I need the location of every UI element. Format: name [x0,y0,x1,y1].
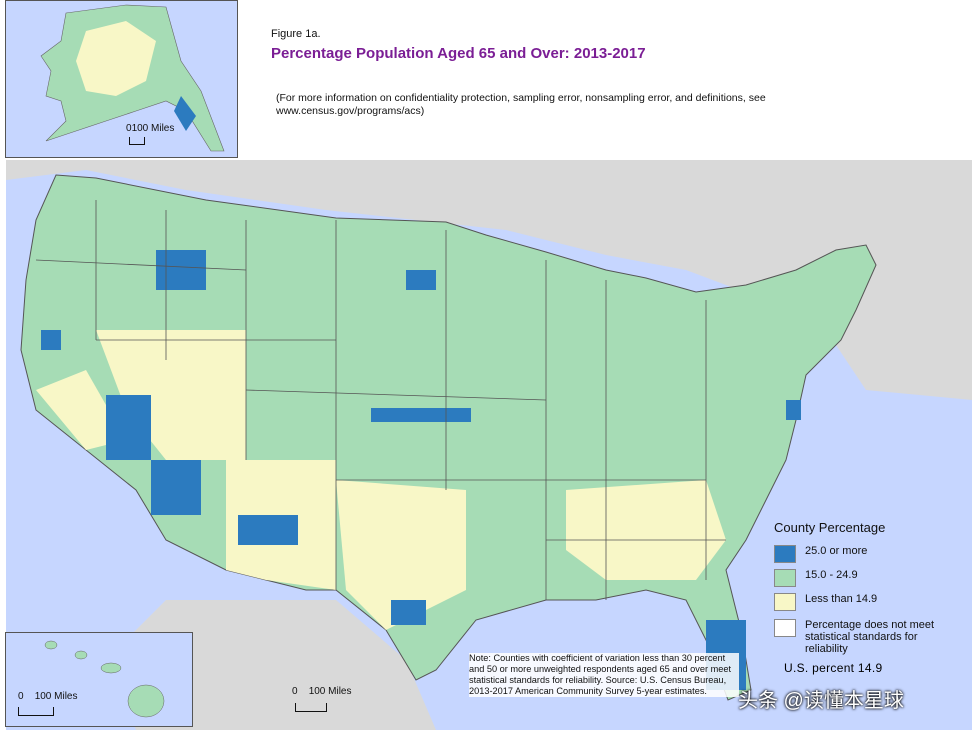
county-high-kansas [371,408,471,422]
figure-title: Percentage Population Aged 65 and Over: … [271,45,646,62]
mainland-scale-value: 100 [308,686,326,697]
county-high-dakota [406,270,436,290]
legend-swatch-high [774,545,796,563]
alaska-scale-unit: Miles [151,123,175,134]
alaska-scale-bar [129,137,145,145]
county-high-arizona [151,460,201,515]
legend-label-high: 25.0 or more [805,545,868,557]
mainland-scale: 0 100 Miles [292,686,352,697]
legend: County Percentage 25.0 or more 15.0 - 24… [774,520,949,675]
mainland-scale-zero: 0 [292,686,298,697]
county-high-oregon [41,330,61,350]
county-high-texas [391,600,426,625]
alaska-scale-zero: 0 [126,123,132,134]
canada-land [6,160,972,400]
alaska-inset-map: 0100 Miles [5,0,238,158]
hawaii-scale-unit: Miles [54,691,78,702]
county-high-newmexico [238,515,298,545]
legend-item-low: Less than 14.9 [774,593,949,611]
watermark: 头条 @读懂本星球 [738,690,904,712]
hawaii-scale: 0 100 Miles [18,691,78,702]
county-high-delaware [786,400,801,420]
hawaii-shape [44,640,165,718]
alaska-shape [40,4,225,152]
mainland-scale-unit: Miles [328,686,352,697]
hawaii-scale-bar [18,707,54,716]
figure-label: Figure 1a. [271,28,321,40]
legend-swatch-low [774,593,796,611]
legend-label-low: Less than 14.9 [805,593,878,605]
alaska-scale-value: 100 [131,123,149,134]
hawaii-inset-map: 0 100 Miles [5,632,193,727]
legend-item-mid: 15.0 - 24.9 [774,569,949,587]
county-high-nevada [106,395,151,460]
mainland-scale-bar [295,703,327,712]
legend-swatch-mid [774,569,796,587]
state-borders [35,200,726,600]
legend-title: County Percentage [774,520,886,535]
county-high-idaho [156,250,206,290]
legend-label-unreliable: Percentage does not meet statistical sta… [805,619,935,655]
region-low-california [36,370,126,450]
legend-swatch-unreliable [774,619,796,637]
hawaii-scale-zero: 0 [18,691,24,702]
legend-label-mid: 15.0 - 24.9 [805,569,858,581]
region-low-texas [336,480,466,630]
hawaii-scale-value: 100 [34,691,52,702]
alaska-scale: 0100 Miles [126,123,174,134]
legend-item-high: 25.0 or more [774,545,949,563]
legend-item-unreliable: Percentage does not meet statistical sta… [774,619,949,655]
figure-note: (For more information on confidentiality… [276,92,766,117]
region-low-southeast [566,480,726,580]
source-note: Note: Counties with coefficient of varia… [469,653,739,697]
region-low-west [96,330,246,460]
us-percent: U.S. percent 14.9 [784,661,883,675]
